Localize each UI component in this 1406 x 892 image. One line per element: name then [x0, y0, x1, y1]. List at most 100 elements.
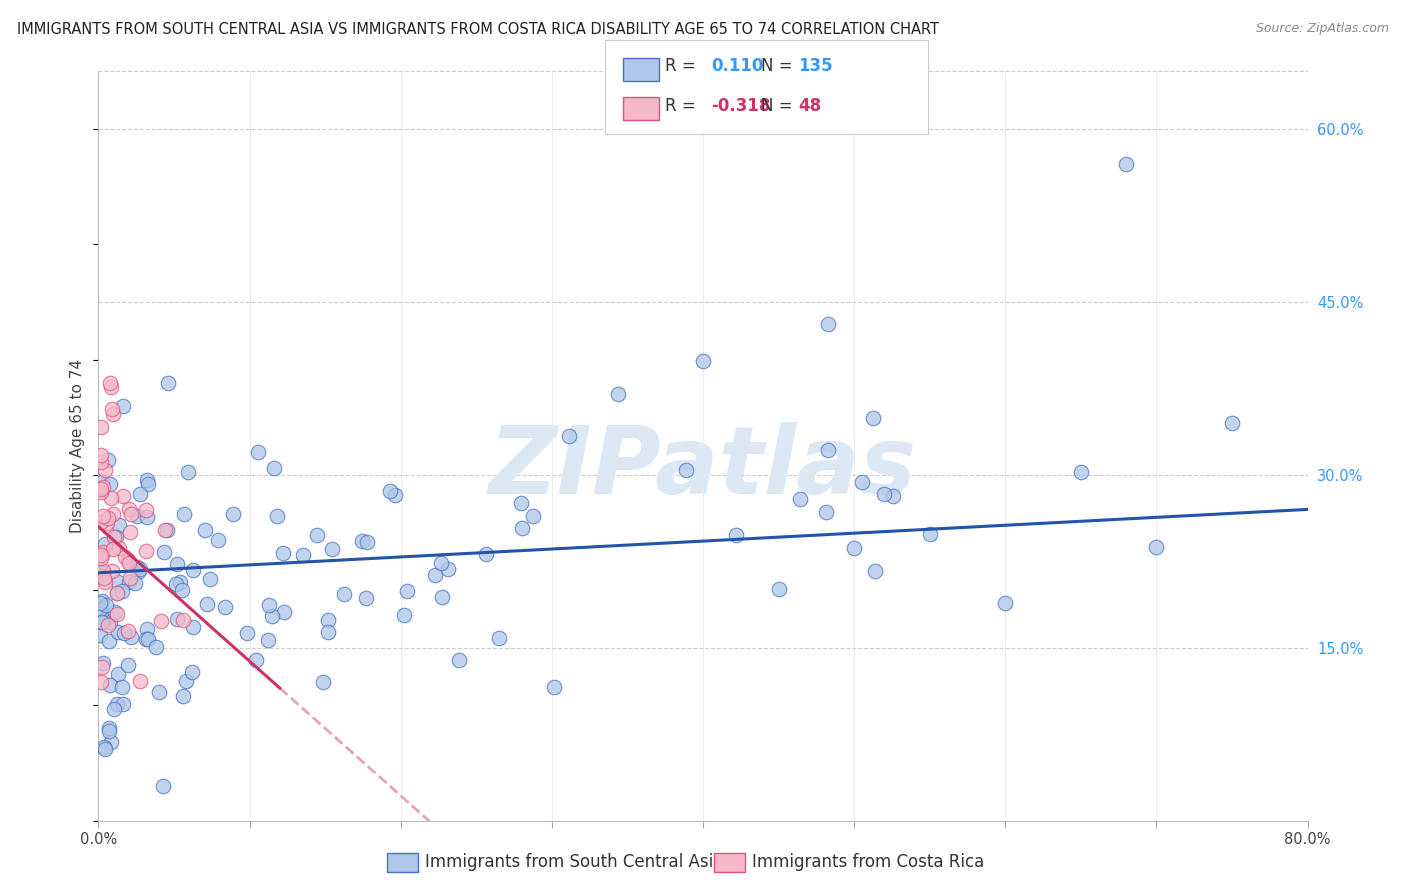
Point — [91, 566, 114, 580]
Text: N =: N = — [761, 97, 792, 115]
Point — [245, 653, 267, 667]
Point — [90, 454, 112, 468]
Point — [111, 680, 134, 694]
Point — [90, 482, 112, 496]
Point — [96, 609, 118, 624]
Point — [114, 550, 136, 565]
Point — [273, 605, 295, 619]
Point — [96, 598, 118, 612]
Point — [120, 508, 142, 522]
Point — [111, 697, 134, 711]
Point — [173, 689, 195, 703]
Point — [257, 632, 280, 647]
Point — [157, 376, 180, 390]
Point — [120, 630, 142, 644]
Point — [135, 544, 157, 558]
Point — [475, 547, 498, 561]
Point — [173, 508, 195, 522]
Point — [127, 565, 149, 579]
Point — [316, 613, 339, 627]
Point — [447, 653, 470, 667]
Point — [195, 598, 218, 612]
Point — [817, 442, 839, 457]
Point — [789, 492, 811, 507]
Point — [89, 602, 111, 616]
Point — [118, 574, 141, 589]
Point — [93, 739, 115, 754]
Point — [135, 473, 157, 487]
Point — [91, 656, 114, 670]
Point — [128, 486, 150, 500]
Point — [96, 610, 118, 624]
Point — [166, 557, 188, 571]
Point — [117, 624, 139, 638]
Point — [124, 576, 146, 591]
Point — [432, 590, 454, 604]
Point — [91, 545, 114, 559]
Point — [510, 521, 533, 535]
Point — [1144, 541, 1167, 555]
Point — [430, 556, 453, 570]
Point — [305, 527, 328, 541]
Point — [266, 509, 288, 524]
Point — [117, 657, 139, 672]
Point — [170, 582, 193, 597]
Point — [96, 516, 118, 531]
Point — [851, 475, 873, 490]
Point — [150, 614, 173, 628]
Point — [90, 551, 112, 566]
Point — [316, 624, 339, 639]
Point — [112, 489, 135, 503]
Point — [101, 401, 124, 416]
Point — [522, 508, 544, 523]
Point — [136, 632, 159, 647]
Point — [98, 615, 121, 629]
Point — [510, 496, 533, 510]
Point — [98, 724, 121, 739]
Text: 0.110: 0.110 — [711, 57, 763, 75]
Point — [125, 560, 148, 574]
Point — [105, 697, 128, 711]
Point — [90, 615, 112, 629]
Point — [180, 665, 202, 679]
Point — [101, 541, 124, 556]
Point — [108, 517, 131, 532]
Point — [100, 735, 122, 749]
Point — [117, 553, 139, 567]
Point — [97, 510, 120, 524]
Point — [222, 507, 245, 521]
Point — [90, 568, 112, 582]
Point — [94, 741, 117, 756]
Point — [91, 594, 114, 608]
Point — [181, 620, 204, 634]
Text: ZIPatlas: ZIPatlas — [489, 423, 917, 515]
Point — [814, 505, 837, 519]
Point — [1115, 156, 1137, 170]
Point — [100, 380, 122, 394]
Point — [153, 523, 176, 537]
Point — [90, 419, 112, 434]
Point — [104, 605, 127, 619]
Point — [120, 570, 142, 584]
Point — [396, 584, 419, 599]
Point — [138, 477, 160, 491]
Point — [98, 476, 121, 491]
Point — [263, 460, 285, 475]
Point — [90, 546, 112, 560]
Point — [166, 577, 188, 591]
Point — [103, 530, 125, 544]
Point — [918, 527, 941, 541]
Point — [198, 572, 221, 586]
Point — [90, 515, 112, 529]
Point — [135, 632, 157, 647]
Point — [321, 541, 343, 556]
Point — [392, 607, 415, 622]
Point — [100, 491, 122, 505]
Text: N =: N = — [761, 57, 792, 75]
Point — [118, 556, 141, 570]
Point — [423, 567, 446, 582]
Text: Immigrants from Costa Rica: Immigrants from Costa Rica — [752, 853, 984, 871]
Text: R =: R = — [665, 57, 696, 75]
Point — [89, 596, 111, 610]
Point — [101, 407, 124, 421]
